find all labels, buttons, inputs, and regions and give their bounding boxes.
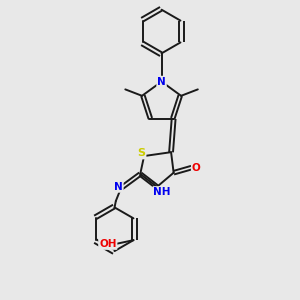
Text: O: O bbox=[192, 163, 200, 172]
Text: OH: OH bbox=[99, 239, 116, 249]
Text: N: N bbox=[157, 76, 166, 87]
Text: S: S bbox=[137, 148, 146, 158]
Text: N: N bbox=[114, 182, 123, 192]
Text: NH: NH bbox=[153, 187, 171, 197]
